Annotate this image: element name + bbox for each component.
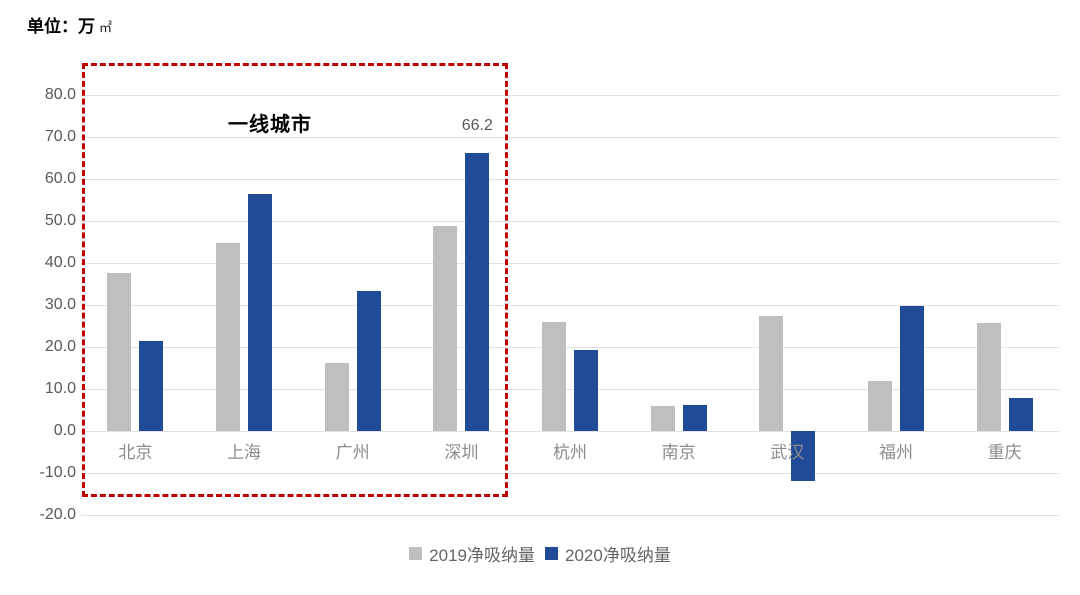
y-tick-label: 70.0 <box>44 128 76 145</box>
bar-2020 <box>1008 397 1033 431</box>
unit-label-suffix: ㎡ <box>99 20 113 35</box>
gridline <box>81 431 1059 432</box>
gridline <box>81 305 1059 306</box>
y-tick-label: -20.0 <box>39 506 76 523</box>
y-tick-label: 40.0 <box>44 254 76 271</box>
x-category-label: 杭州 <box>552 443 587 462</box>
legend-item-2019: 2019净吸纳量 <box>409 541 535 566</box>
legend-swatch-2020-icon <box>545 547 558 560</box>
bar-2019 <box>976 323 1001 431</box>
bar-2019 <box>433 226 458 431</box>
x-category-label: 广州 <box>335 443 370 462</box>
bar-2020 <box>682 405 707 431</box>
bar-2020 <box>900 305 924 431</box>
bar-2019 <box>216 243 240 431</box>
y-tick-label: -10.0 <box>39 464 76 481</box>
bar-2019 <box>107 273 132 431</box>
x-category-label: 重庆 <box>987 443 1022 462</box>
y-tick-label: 20.0 <box>44 338 76 355</box>
y-tick-label: 60.0 <box>44 170 76 187</box>
x-category-label: 上海 <box>226 443 261 462</box>
bar-2020 <box>248 193 272 431</box>
bar-2019 <box>759 315 784 431</box>
gridline <box>81 515 1059 516</box>
legend: 2019净吸纳量 2020净吸纳量 <box>0 541 1080 566</box>
gridline <box>81 221 1059 222</box>
bar-2020 <box>574 349 598 431</box>
bar-2019 <box>324 362 349 431</box>
tier1-cities-label: 一线城市 <box>228 114 312 136</box>
bar-2020 <box>139 340 164 431</box>
y-tick-label: 0.0 <box>53 422 76 439</box>
y-tick-label: 80.0 <box>44 86 76 103</box>
bar-2019 <box>650 405 675 431</box>
legend-label-2019: 2019净吸纳量 <box>429 546 535 565</box>
x-category-label: 北京 <box>118 443 153 462</box>
bar-2019 <box>542 321 566 431</box>
gridline <box>81 389 1059 390</box>
x-category-label: 南京 <box>661 443 696 462</box>
y-tick-label: 10.0 <box>44 380 76 397</box>
unit-label-text: 单位：万 <box>27 17 95 36</box>
y-tick-label: 50.0 <box>44 212 76 229</box>
y-tick-label: 30.0 <box>44 296 76 313</box>
x-category-label: 福州 <box>878 443 913 462</box>
bar-2020 <box>791 431 816 481</box>
x-category-label: 武汉 <box>770 443 805 462</box>
legend-item-2020: 2020净吸纳量 <box>545 541 671 566</box>
legend-swatch-2019-icon <box>409 547 423 560</box>
x-category-label: 深圳 <box>444 443 479 462</box>
gridline <box>81 347 1059 348</box>
gridline <box>81 263 1059 264</box>
bar-2020 <box>465 152 490 431</box>
bar-value-label: 66.2 <box>461 116 493 134</box>
gridline <box>81 95 1059 96</box>
gridline <box>81 179 1059 180</box>
bar-2019 <box>868 381 892 431</box>
legend-label-2020: 2020净吸纳量 <box>565 546 671 565</box>
gridline <box>81 473 1059 474</box>
bar-2020 <box>356 290 381 431</box>
gridline <box>81 137 1059 138</box>
